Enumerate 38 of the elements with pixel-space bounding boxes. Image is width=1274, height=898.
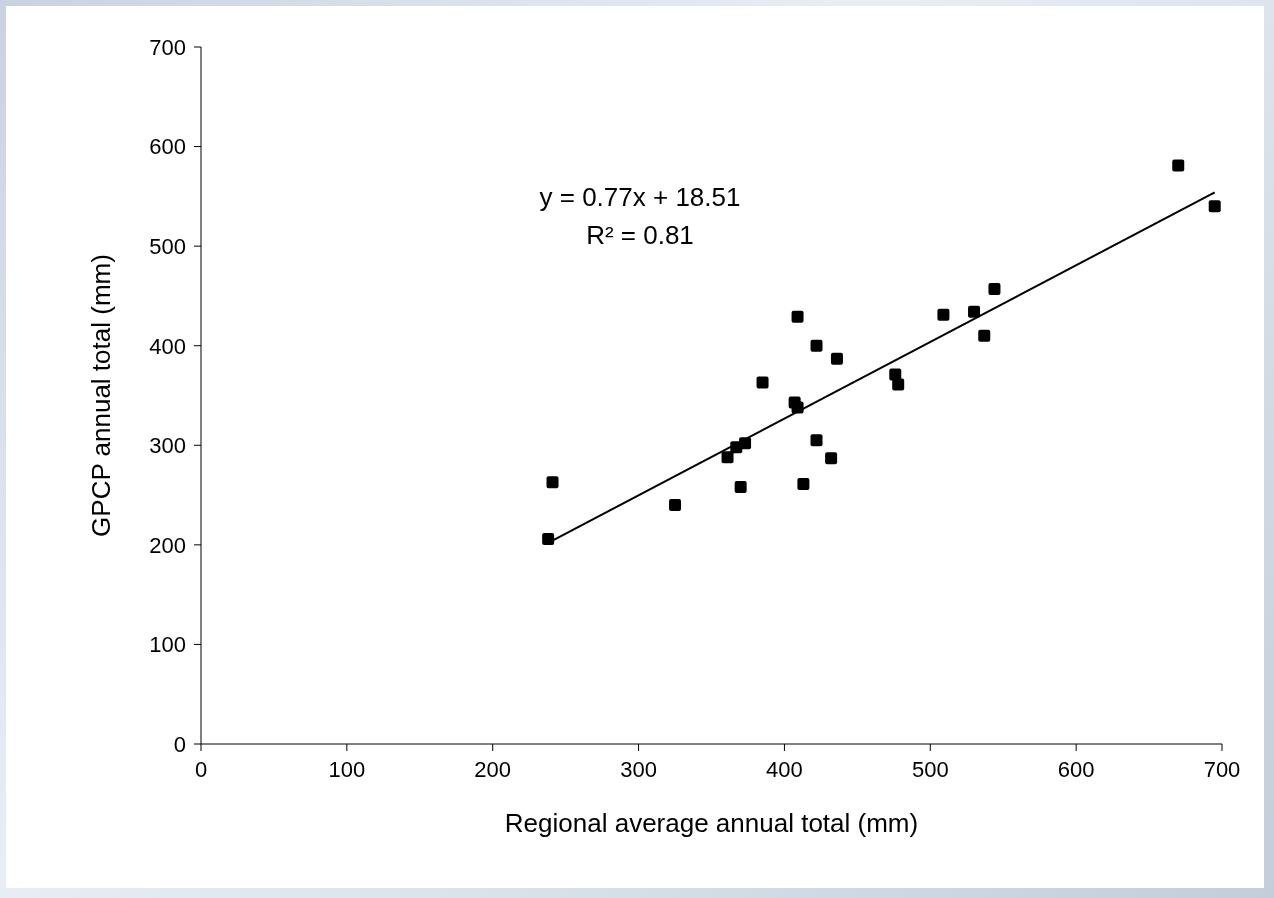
point — [988, 282, 1001, 295]
point — [734, 481, 747, 494]
point — [1172, 159, 1185, 172]
point — [669, 499, 682, 512]
point — [721, 451, 734, 464]
y-tick-label: 600 — [149, 134, 186, 160]
point — [810, 434, 823, 447]
x-tick-label: 500 — [911, 756, 949, 782]
y-tick-label: 300 — [149, 433, 186, 459]
x-tick-label: 0 — [194, 756, 208, 782]
point — [791, 310, 804, 323]
point — [810, 339, 823, 352]
y-tick-label: 0 — [173, 731, 186, 757]
point — [756, 376, 769, 389]
point — [892, 378, 905, 391]
x-tick-label: 400 — [766, 756, 803, 782]
y-tick-label: 500 — [149, 233, 186, 259]
annotation: R² = 0.81 — [585, 219, 695, 252]
x-tick-label: 700 — [1203, 756, 1241, 782]
point — [546, 476, 559, 489]
point — [1208, 200, 1221, 213]
y-tick-label: 200 — [149, 532, 186, 558]
point — [797, 478, 810, 491]
x-tick-label: 300 — [620, 756, 657, 782]
y-tick-label: 100 — [149, 632, 186, 658]
x-tick-label: 600 — [1057, 756, 1095, 782]
y-tick-label: 400 — [149, 333, 186, 359]
point — [937, 308, 950, 321]
point — [978, 329, 991, 342]
point — [825, 452, 838, 465]
y-tick-label: 700 — [149, 34, 186, 60]
x-tick-label: 100 — [328, 756, 366, 782]
annotation: y = 0.77x + 18.51 — [538, 181, 742, 214]
x-axis-title: Regional average annual total (mm) — [504, 808, 919, 838]
point — [830, 352, 843, 365]
x-tick-label: 200 — [474, 756, 512, 782]
point — [968, 305, 981, 318]
y-axis-title: GPCP annual total (mm) — [86, 254, 117, 537]
